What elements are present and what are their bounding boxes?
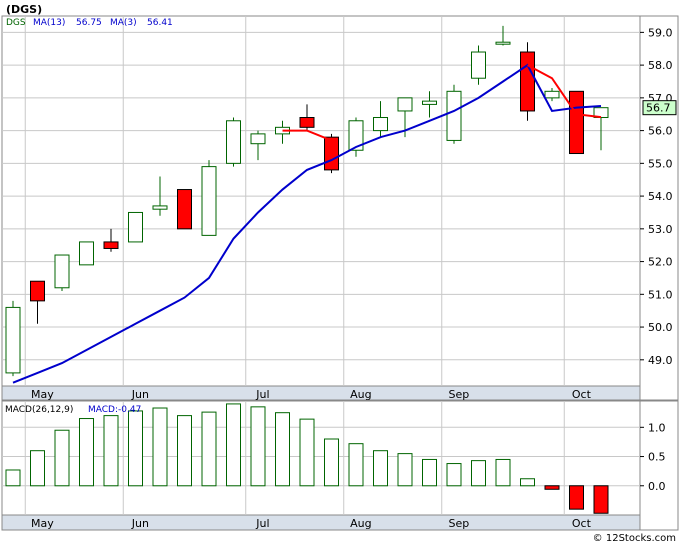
macd-bar (30, 450, 45, 487)
price-ytick-label: 50.0 (648, 321, 673, 334)
last-price-box (642, 100, 677, 116)
price-plot-area (1, 15, 641, 387)
macd-bar (593, 485, 609, 514)
macd-bar (250, 406, 266, 487)
candle-body (348, 120, 364, 151)
macd-ytick-label: 0.0 (648, 480, 666, 493)
candle-body (152, 205, 168, 210)
macd-ytick-label: 0.5 (648, 451, 666, 464)
price-xtick-label: Jun (131, 388, 149, 401)
price-axis-area (639, 15, 679, 401)
macd-panel: 0.0 0.5 1.0 May Jun Jul Aug Sep Oct MACD(26,12,9)… (1, 400, 679, 531)
candle-body (79, 241, 94, 266)
macd-bar (544, 485, 560, 490)
price-panel: 49.050.051.052.053.054.055.056.057.058.0… (1, 15, 679, 401)
macd-xtick-label: Jun (131, 517, 149, 530)
macd-legend-value: MACD:-0.47 (88, 405, 141, 415)
macd-bar (152, 407, 168, 487)
price-ytick-label: 59.0 (648, 26, 673, 39)
candle-body (30, 280, 45, 302)
candle-body (54, 254, 70, 289)
macd-bar (495, 458, 511, 487)
ma3-line (527, 64, 602, 119)
candle-body (397, 97, 413, 112)
macd-xtick-label: Sep (449, 517, 470, 530)
macd-bar (201, 411, 217, 487)
macd-xtick-label: Oct (572, 517, 592, 530)
price-ytick-label: 49.0 (648, 354, 673, 367)
macd-bar (177, 415, 192, 487)
macd-bar (373, 450, 388, 487)
macd-axis-area (639, 400, 679, 531)
legend-ma3-value: 56.41 (147, 18, 173, 28)
macd-bar (54, 429, 70, 487)
candle-body (299, 117, 315, 128)
candle-body (103, 241, 119, 249)
ma3-line (282, 129, 332, 142)
watermark: © 12Stocks.com (593, 533, 676, 544)
macd-bar (299, 418, 315, 487)
price-ytick-label: 56.0 (648, 125, 673, 138)
price-ytick-label: 53.0 (648, 223, 673, 236)
ma13-line (12, 63, 602, 384)
macd-bar (128, 410, 143, 487)
chart-title: (DGS) (6, 3, 42, 16)
legend-symbol: DGS (6, 18, 26, 28)
candle-body (569, 90, 584, 155)
macd-date-band (1, 514, 641, 531)
candle-body (250, 133, 266, 145)
macd-bar (324, 438, 339, 487)
candle-body (226, 120, 241, 164)
macd-bar (520, 478, 535, 487)
legend-ma13-label: MA(13) (33, 18, 65, 28)
price-ytick-label: 55.0 (648, 157, 673, 170)
price-xtick-label: Jul (255, 388, 269, 401)
legend-ma13-value: 56.75 (76, 18, 102, 28)
candle-body (201, 166, 217, 236)
candle-body (544, 90, 560, 99)
price-xtick-label: Aug (350, 388, 371, 401)
macd-xtick-label: May (31, 517, 54, 530)
price-xtick-label: May (31, 388, 54, 401)
macd-bar (226, 403, 241, 487)
macd-bar (79, 418, 94, 487)
price-ytick-label: 58.0 (648, 59, 673, 72)
macd-legend-label: MACD(26,12,9) (5, 405, 73, 415)
macd-ytick-label: 1.0 (648, 421, 666, 434)
macd-bar (569, 485, 584, 510)
price-date-band (1, 385, 641, 401)
candle-body (128, 211, 143, 243)
macd-bar (422, 458, 437, 487)
candle-body (520, 51, 535, 112)
last-price-label: 56.7 (646, 102, 671, 115)
macd-bar (275, 412, 290, 487)
candle-body (373, 117, 388, 132)
macd-bar (471, 460, 486, 487)
candle-body (446, 90, 462, 141)
price-ytick-label: 54.0 (648, 190, 673, 203)
candle-body (324, 136, 339, 171)
price-ytick-label: 51.0 (648, 288, 673, 301)
legend-ma3-label: MA(3) (110, 18, 137, 28)
macd-bar (5, 469, 21, 487)
candle-body (593, 107, 609, 119)
candle-body (422, 100, 437, 105)
macd-plot-area (1, 400, 641, 516)
macd-bar (103, 415, 119, 487)
price-xtick-label: Oct (572, 388, 592, 401)
candle-body (5, 306, 21, 374)
macd-bar (397, 453, 413, 487)
candle-body (471, 51, 486, 79)
price-xtick-label: Sep (449, 388, 470, 401)
macd-bar (446, 463, 462, 487)
macd-bar (348, 443, 364, 487)
macd-xtick-label: Aug (350, 517, 371, 530)
candle-body (495, 41, 511, 45)
macd-xtick-label: Jul (255, 517, 269, 530)
candle-body (177, 189, 192, 230)
price-ytick-label: 52.0 (648, 256, 673, 269)
